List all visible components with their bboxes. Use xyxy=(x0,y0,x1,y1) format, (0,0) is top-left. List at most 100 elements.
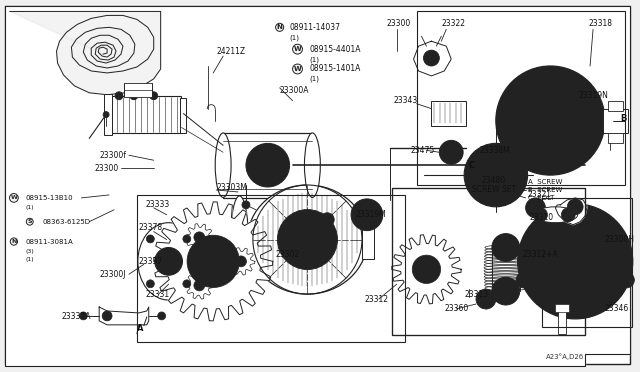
Circle shape xyxy=(208,256,218,266)
Circle shape xyxy=(147,235,154,243)
Bar xyxy=(556,304,569,312)
Circle shape xyxy=(351,199,383,231)
Polygon shape xyxy=(186,272,213,299)
Circle shape xyxy=(321,213,334,227)
Circle shape xyxy=(446,147,456,157)
Circle shape xyxy=(79,312,87,320)
Circle shape xyxy=(242,201,250,209)
Text: 23313: 23313 xyxy=(464,289,488,299)
Circle shape xyxy=(567,199,583,215)
Text: A: A xyxy=(137,324,143,333)
Text: W: W xyxy=(294,66,301,72)
Text: (1): (1) xyxy=(26,205,35,210)
Text: C  BOLT: C BOLT xyxy=(527,195,554,201)
Circle shape xyxy=(516,272,532,288)
Bar xyxy=(107,96,182,134)
Text: 23302: 23302 xyxy=(276,250,300,259)
Circle shape xyxy=(183,235,191,243)
Bar xyxy=(223,134,312,198)
Circle shape xyxy=(359,207,375,223)
Circle shape xyxy=(481,294,491,304)
Text: 08915-1401A: 08915-1401A xyxy=(309,64,361,74)
Circle shape xyxy=(541,110,561,131)
Text: 23300f: 23300f xyxy=(99,151,126,160)
Text: 24211Z: 24211Z xyxy=(216,46,245,56)
Text: (1): (1) xyxy=(26,257,35,262)
Polygon shape xyxy=(556,198,587,225)
Text: 23322: 23322 xyxy=(442,19,465,28)
Circle shape xyxy=(525,198,545,218)
Circle shape xyxy=(511,81,590,160)
Text: 23312: 23312 xyxy=(365,295,389,304)
Ellipse shape xyxy=(138,223,199,300)
Text: 23300A: 23300A xyxy=(280,86,309,95)
Circle shape xyxy=(476,289,496,309)
Text: 08911-3081A: 08911-3081A xyxy=(26,238,74,244)
Text: 23343: 23343 xyxy=(394,96,418,105)
Bar xyxy=(124,83,152,97)
Circle shape xyxy=(207,255,220,268)
Circle shape xyxy=(130,92,138,100)
Bar xyxy=(558,304,566,334)
Text: N: N xyxy=(11,239,17,244)
Text: 23331: 23331 xyxy=(146,289,170,299)
Circle shape xyxy=(256,153,280,177)
Text: 23300: 23300 xyxy=(94,164,118,173)
Bar xyxy=(180,98,186,134)
Text: 23310: 23310 xyxy=(529,213,554,222)
Circle shape xyxy=(557,244,593,279)
Polygon shape xyxy=(10,12,161,95)
Text: 23360: 23360 xyxy=(444,304,468,314)
Text: 23321: 23321 xyxy=(527,190,552,199)
Text: 23337A: 23337A xyxy=(61,312,91,321)
Circle shape xyxy=(150,92,157,100)
Text: 08363-6125D: 08363-6125D xyxy=(43,219,91,225)
Text: 23333: 23333 xyxy=(146,201,170,209)
Circle shape xyxy=(492,277,520,305)
Text: A23°A,D26: A23°A,D26 xyxy=(545,353,584,360)
Text: 23480: 23480 xyxy=(482,176,506,185)
Text: 23319N: 23319N xyxy=(578,91,608,100)
Circle shape xyxy=(439,140,463,164)
Circle shape xyxy=(194,232,205,243)
Bar xyxy=(543,198,632,327)
Circle shape xyxy=(298,230,317,250)
Ellipse shape xyxy=(305,133,321,198)
Bar xyxy=(608,134,623,143)
Polygon shape xyxy=(227,248,255,275)
Ellipse shape xyxy=(230,196,248,283)
Circle shape xyxy=(534,208,547,222)
Text: 23312+A: 23312+A xyxy=(523,250,558,259)
Circle shape xyxy=(183,280,191,288)
Text: W: W xyxy=(294,46,301,52)
Text: W: W xyxy=(10,195,17,201)
Circle shape xyxy=(525,96,575,145)
Polygon shape xyxy=(99,307,148,325)
Bar xyxy=(431,101,466,125)
Text: 23338M: 23338M xyxy=(480,146,511,155)
Circle shape xyxy=(567,253,583,269)
Circle shape xyxy=(103,112,109,118)
Text: B  SCREW: B SCREW xyxy=(527,187,562,193)
Text: 08911-14037: 08911-14037 xyxy=(289,23,340,32)
Text: N: N xyxy=(276,24,283,31)
Circle shape xyxy=(590,232,600,243)
Circle shape xyxy=(492,234,520,262)
Text: 23300H: 23300H xyxy=(605,235,635,244)
Ellipse shape xyxy=(533,207,578,223)
Bar xyxy=(392,188,585,335)
Circle shape xyxy=(147,280,154,288)
Circle shape xyxy=(531,203,541,213)
Circle shape xyxy=(246,143,289,187)
Text: S: S xyxy=(28,219,32,224)
Bar xyxy=(417,12,625,185)
Circle shape xyxy=(534,220,617,303)
Circle shape xyxy=(412,255,440,283)
Text: (3): (3) xyxy=(26,249,35,254)
Bar xyxy=(362,220,374,259)
Bar xyxy=(603,109,628,134)
Text: 08915-13B10: 08915-13B10 xyxy=(26,195,74,201)
Bar xyxy=(137,195,404,342)
Polygon shape xyxy=(196,244,230,278)
Polygon shape xyxy=(154,202,273,321)
